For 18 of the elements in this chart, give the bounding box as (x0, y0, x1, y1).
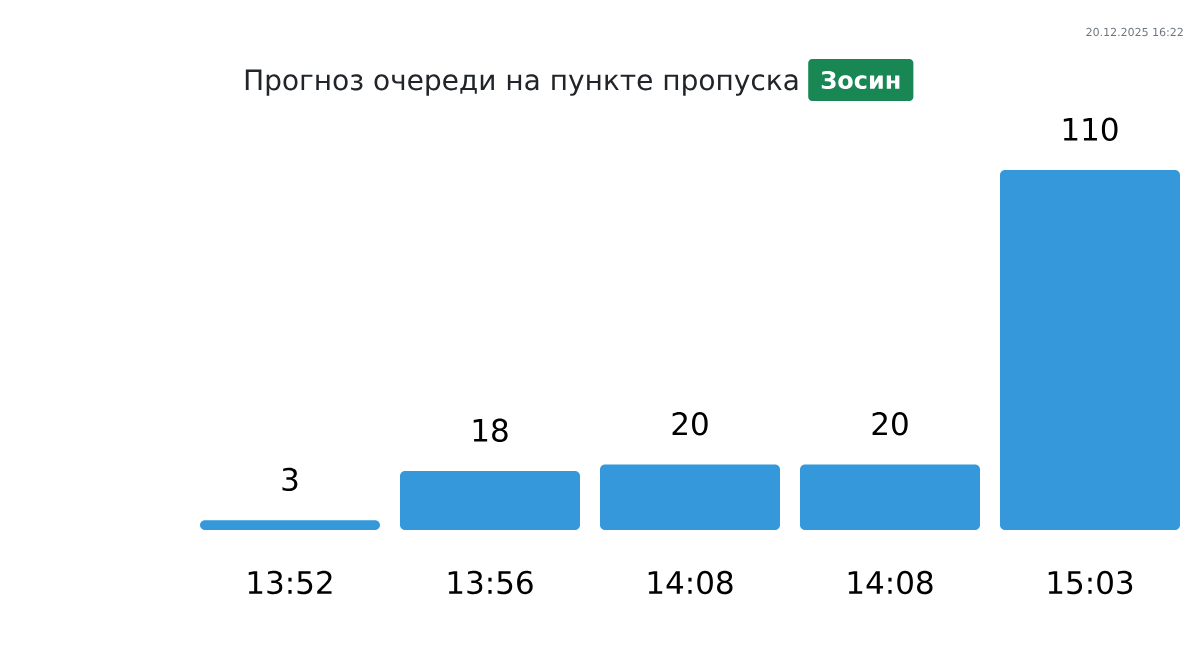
data-label: 18 (473, 418, 508, 443)
chart-subtitle: Зосин (821, 70, 900, 90)
bar (400, 471, 580, 530)
data-label: 3 (282, 467, 298, 492)
bar (999, 170, 1180, 530)
x-tick-label: 13:52 (248, 570, 332, 595)
data-label: 20 (872, 412, 908, 436)
text: 20.12.2025 16:22 (1086, 27, 1183, 37)
data-label: 20 (672, 412, 708, 436)
x-tick-label: 14:08 (648, 570, 733, 595)
bar (600, 464, 780, 530)
data-label: 110 (1063, 117, 1118, 141)
bar (200, 520, 380, 530)
chart-title: Прогноз очереди на пункте пропуска (245, 69, 798, 96)
x-tick-label: 14:08 (848, 570, 933, 595)
x-tick-label: 15:03 (1048, 570, 1133, 595)
bar (800, 464, 980, 530)
x-tick-label: 13:56 (448, 570, 533, 595)
